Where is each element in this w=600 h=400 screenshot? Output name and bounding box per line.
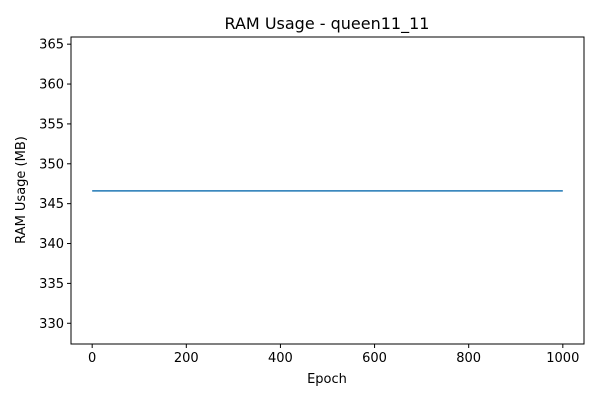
y-axis-label: RAM Usage (MB) — [14, 136, 29, 244]
chart-title: RAM Usage - queen11_11 — [225, 14, 430, 34]
x-tick-label: 800 — [456, 351, 481, 366]
x-tick-label: 0 — [88, 351, 96, 366]
x-tick-label: 1000 — [546, 351, 579, 366]
x-axis-label: Epoch — [307, 372, 347, 387]
y-tick-label: 355 — [39, 117, 64, 132]
y-tick-label: 340 — [39, 237, 64, 252]
y-tick-label: 350 — [39, 157, 64, 172]
axes-frame — [70, 36, 585, 345]
y-tick-label: 330 — [39, 317, 64, 332]
y-tick-label: 365 — [39, 38, 64, 53]
x-tick-label: 600 — [362, 351, 387, 366]
y-axis-ticks: 330 335 340 345 350 355 360 365 — [39, 38, 71, 332]
x-tick-label: 400 — [268, 351, 293, 366]
x-tick-label: 200 — [174, 351, 199, 366]
y-tick-label: 360 — [39, 78, 64, 93]
x-axis-ticks: 0 200 400 600 800 1000 — [88, 344, 579, 366]
y-tick-label: 335 — [39, 277, 64, 292]
plot-area — [70, 36, 585, 345]
y-tick-label: 345 — [39, 197, 64, 212]
